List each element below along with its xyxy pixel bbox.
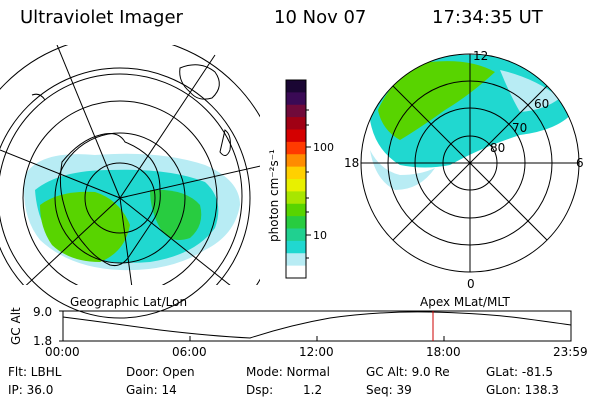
magnetic-polar-plot: 12 18 6 0 60 70 80 bbox=[344, 49, 584, 291]
colorbar-tick-100: 100 bbox=[313, 141, 334, 154]
timeline-ticks bbox=[59, 310, 445, 342]
colorbar-band bbox=[286, 154, 306, 168]
altitude-curve bbox=[62, 311, 572, 339]
dsp-label: Dsp: bbox=[246, 383, 274, 397]
colorbar-ticks bbox=[306, 109, 311, 259]
xtick-0000: 00:00 bbox=[45, 345, 80, 359]
seq-label: Seq: 39 bbox=[366, 383, 412, 397]
xtick-2359: 23:59 bbox=[553, 345, 588, 359]
gain-label: Gain: 14 bbox=[126, 383, 177, 397]
colorbar-band bbox=[286, 203, 306, 217]
ytick-bottom: 1.8 bbox=[33, 334, 53, 348]
coastline bbox=[31, 64, 231, 266]
dsp-value: 1.2 bbox=[303, 383, 323, 397]
mlat-label-70: 70 bbox=[512, 121, 527, 135]
colorbar-band bbox=[286, 240, 306, 254]
colorbar-band bbox=[286, 253, 306, 267]
altitude-timeline: GC Alt bbox=[9, 307, 572, 345]
mlt-lines bbox=[361, 54, 579, 272]
timeline-axis-label: GC Alt bbox=[9, 307, 23, 345]
ip-label: IP: 36.0 bbox=[8, 383, 54, 397]
colorbar-band bbox=[286, 191, 306, 205]
colorbar-unit-label: photon cm⁻²s⁻¹ bbox=[267, 149, 281, 242]
apex-section-title: Apex MLat/MLT bbox=[420, 295, 510, 309]
colorbar bbox=[286, 80, 306, 279]
mlat-label-60: 60 bbox=[534, 97, 549, 111]
instrument-title: Ultraviolet Imager bbox=[20, 7, 183, 28]
mlt-label-12: 12 bbox=[473, 49, 488, 63]
geographic-map bbox=[0, 45, 260, 319]
colorbar-band bbox=[286, 104, 306, 118]
filter-label: Flt: LBHL bbox=[8, 365, 62, 379]
geo-disk-outline bbox=[0, 73, 243, 319]
glat-label: GLat: -81.5 bbox=[486, 365, 553, 379]
gc-alt-label: GC Alt: 9.0 Re bbox=[366, 365, 450, 379]
colorbar-band bbox=[286, 166, 306, 180]
xtick-0600: 06:00 bbox=[172, 345, 207, 359]
colorbar-band bbox=[286, 80, 306, 93]
mlt-label-6: 6 bbox=[576, 156, 584, 170]
emission-right bbox=[370, 54, 575, 190]
colorbar-band bbox=[286, 141, 306, 155]
mode-label: Mode: Normal bbox=[246, 365, 330, 379]
colorbar-band bbox=[286, 228, 306, 242]
door-label: Door: Open bbox=[126, 365, 195, 379]
mlt-label-0: 0 bbox=[467, 277, 475, 291]
colorbar-frame bbox=[285, 79, 307, 279]
ytick-top: 9.0 bbox=[33, 305, 53, 319]
glon-label: GLon: 138.3 bbox=[486, 383, 559, 397]
xtick-1800: 18:00 bbox=[426, 345, 461, 359]
time-label: 17:34:35 UT bbox=[432, 7, 543, 28]
meridians bbox=[0, 45, 260, 285]
colorbar-band bbox=[286, 179, 306, 192]
colorbar-band bbox=[286, 216, 306, 230]
mlt-label-18: 18 bbox=[344, 156, 359, 170]
xtick-1200: 12:00 bbox=[299, 345, 334, 359]
latitude-circles bbox=[0, 45, 260, 285]
colorbar-band bbox=[286, 129, 306, 143]
mlat-label-80: 80 bbox=[490, 141, 505, 155]
colorbar-tick-10: 10 bbox=[313, 229, 327, 242]
colorbar-band bbox=[286, 92, 306, 106]
colorbar-band bbox=[286, 117, 306, 131]
colorbar-band bbox=[286, 265, 306, 279]
date-label: 10 Nov 07 bbox=[274, 7, 367, 28]
geo-section-title: Geographic Lat/Lon bbox=[70, 295, 188, 309]
